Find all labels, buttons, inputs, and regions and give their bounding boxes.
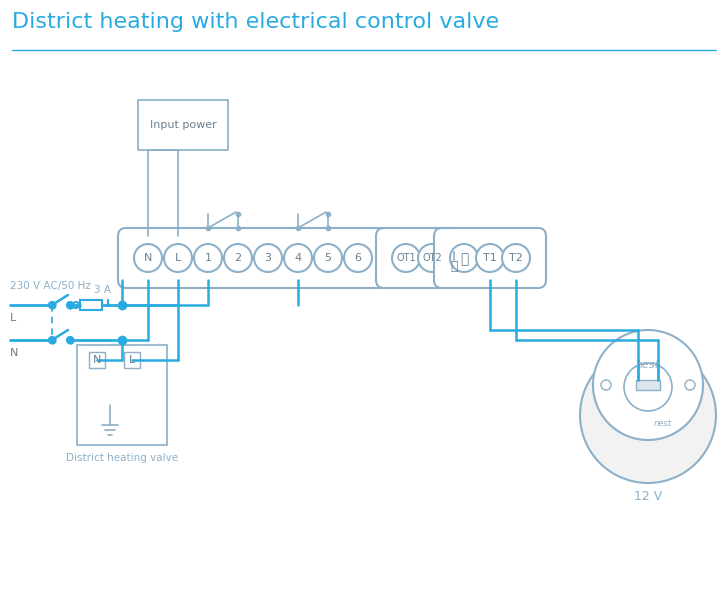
- Circle shape: [194, 244, 222, 272]
- Circle shape: [284, 244, 312, 272]
- Text: N: N: [92, 355, 101, 365]
- Text: Input power: Input power: [150, 120, 216, 130]
- Circle shape: [392, 244, 420, 272]
- Text: OT1: OT1: [396, 253, 416, 263]
- FancyBboxPatch shape: [77, 345, 167, 445]
- FancyBboxPatch shape: [434, 228, 546, 288]
- FancyBboxPatch shape: [80, 300, 102, 310]
- FancyBboxPatch shape: [376, 228, 462, 288]
- Circle shape: [593, 330, 703, 440]
- Circle shape: [314, 244, 342, 272]
- Circle shape: [624, 363, 672, 411]
- Text: 3: 3: [264, 253, 272, 263]
- Circle shape: [450, 244, 478, 272]
- Circle shape: [476, 244, 504, 272]
- Text: District heating valve: District heating valve: [66, 453, 178, 463]
- Circle shape: [224, 244, 252, 272]
- FancyBboxPatch shape: [138, 100, 228, 150]
- Text: T2: T2: [509, 253, 523, 263]
- Circle shape: [344, 244, 372, 272]
- Circle shape: [254, 244, 282, 272]
- Text: N: N: [144, 253, 152, 263]
- Circle shape: [67, 337, 73, 343]
- Text: 6: 6: [355, 253, 362, 263]
- Text: 2: 2: [234, 253, 242, 263]
- Circle shape: [67, 302, 73, 308]
- Text: 5: 5: [325, 253, 331, 263]
- Text: T1: T1: [483, 253, 497, 263]
- Circle shape: [164, 244, 192, 272]
- Text: L: L: [129, 355, 135, 365]
- Circle shape: [580, 347, 716, 483]
- Text: OT2: OT2: [422, 253, 442, 263]
- FancyBboxPatch shape: [124, 352, 140, 368]
- Text: 1: 1: [205, 253, 212, 263]
- Text: ⏚: ⏚: [460, 252, 468, 266]
- FancyBboxPatch shape: [89, 352, 105, 368]
- Circle shape: [134, 244, 162, 272]
- Text: 12 V: 12 V: [634, 490, 662, 503]
- FancyBboxPatch shape: [118, 228, 388, 288]
- Text: 4: 4: [294, 253, 301, 263]
- Circle shape: [418, 244, 446, 272]
- Circle shape: [601, 380, 611, 390]
- Text: L: L: [10, 313, 16, 323]
- Circle shape: [685, 380, 695, 390]
- Text: L: L: [175, 253, 181, 263]
- Text: 230 V AC/50 Hz: 230 V AC/50 Hz: [10, 281, 91, 291]
- Circle shape: [49, 337, 55, 343]
- Circle shape: [502, 244, 530, 272]
- Circle shape: [73, 302, 79, 308]
- Text: 3 A: 3 A: [93, 285, 111, 295]
- Text: nest: nest: [654, 419, 672, 428]
- Text: N: N: [10, 348, 18, 358]
- Text: District heating with electrical control valve: District heating with electrical control…: [12, 12, 499, 32]
- Text: nest: nest: [636, 360, 660, 370]
- FancyBboxPatch shape: [636, 380, 660, 390]
- Text: ⏚: ⏚: [450, 260, 458, 273]
- Circle shape: [49, 302, 55, 308]
